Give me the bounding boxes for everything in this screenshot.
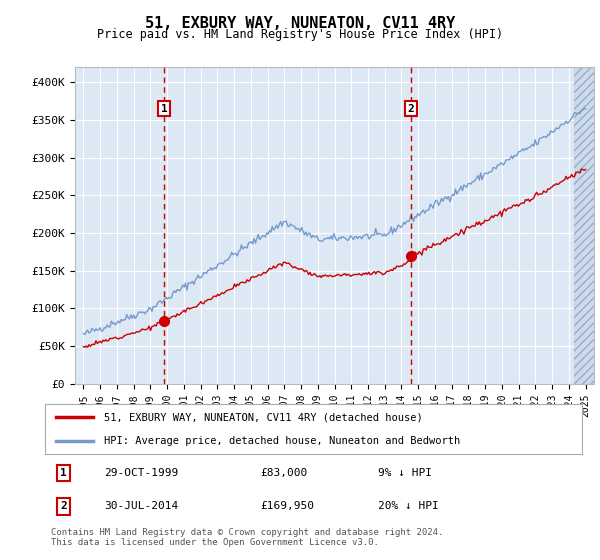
- Text: Price paid vs. HM Land Registry's House Price Index (HPI): Price paid vs. HM Land Registry's House …: [97, 28, 503, 41]
- Text: Contains HM Land Registry data © Crown copyright and database right 2024.
This d: Contains HM Land Registry data © Crown c…: [51, 528, 443, 547]
- Text: 2: 2: [408, 104, 415, 114]
- Text: 9% ↓ HPI: 9% ↓ HPI: [378, 468, 432, 478]
- Text: 51, EXBURY WAY, NUNEATON, CV11 4RY: 51, EXBURY WAY, NUNEATON, CV11 4RY: [145, 16, 455, 31]
- Text: 2: 2: [61, 501, 67, 511]
- Text: HPI: Average price, detached house, Nuneaton and Bedworth: HPI: Average price, detached house, Nune…: [104, 436, 460, 446]
- Text: 1: 1: [161, 104, 167, 114]
- Text: 30-JUL-2014: 30-JUL-2014: [104, 501, 178, 511]
- Text: £169,950: £169,950: [260, 501, 314, 511]
- Text: 1: 1: [61, 468, 67, 478]
- Text: £83,000: £83,000: [260, 468, 307, 478]
- Polygon shape: [574, 67, 594, 384]
- Text: 29-OCT-1999: 29-OCT-1999: [104, 468, 178, 478]
- Text: 51, EXBURY WAY, NUNEATON, CV11 4RY (detached house): 51, EXBURY WAY, NUNEATON, CV11 4RY (deta…: [104, 412, 423, 422]
- Text: 20% ↓ HPI: 20% ↓ HPI: [378, 501, 439, 511]
